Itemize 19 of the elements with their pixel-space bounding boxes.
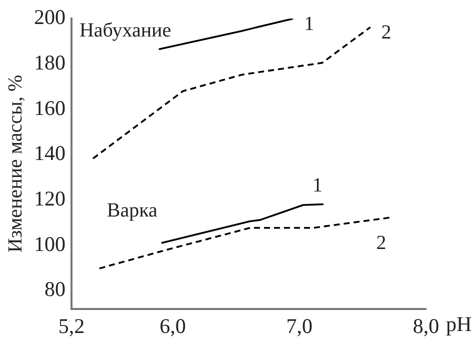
series-label: 2 <box>376 232 386 254</box>
series-label: 1 <box>304 12 314 35</box>
series-label: 1 <box>312 174 322 197</box>
y-tick-label: 100 <box>34 232 66 256</box>
y-tick-label: 140 <box>34 141 66 166</box>
x-tick-label: 7,0 <box>286 314 313 338</box>
y-tick-label: 160 <box>34 96 66 120</box>
series-label: 2 <box>381 21 392 44</box>
y-axis-title: Изменение массы, % <box>4 74 26 253</box>
x-tick-label: 5,2 <box>58 314 85 338</box>
y-tick-label: 120 <box>34 186 66 210</box>
y-tick-label: 200 <box>34 5 66 30</box>
y-tick-label: 180 <box>34 50 66 74</box>
y-tick-label: 80 <box>44 277 66 302</box>
x-tick-label: 6,0 <box>160 314 186 338</box>
x-axis-title: pH <box>446 312 472 336</box>
x-tick-label: 8,0 <box>412 314 440 338</box>
annotation: Варка <box>106 199 158 222</box>
annotation: Набухание <box>79 19 172 42</box>
